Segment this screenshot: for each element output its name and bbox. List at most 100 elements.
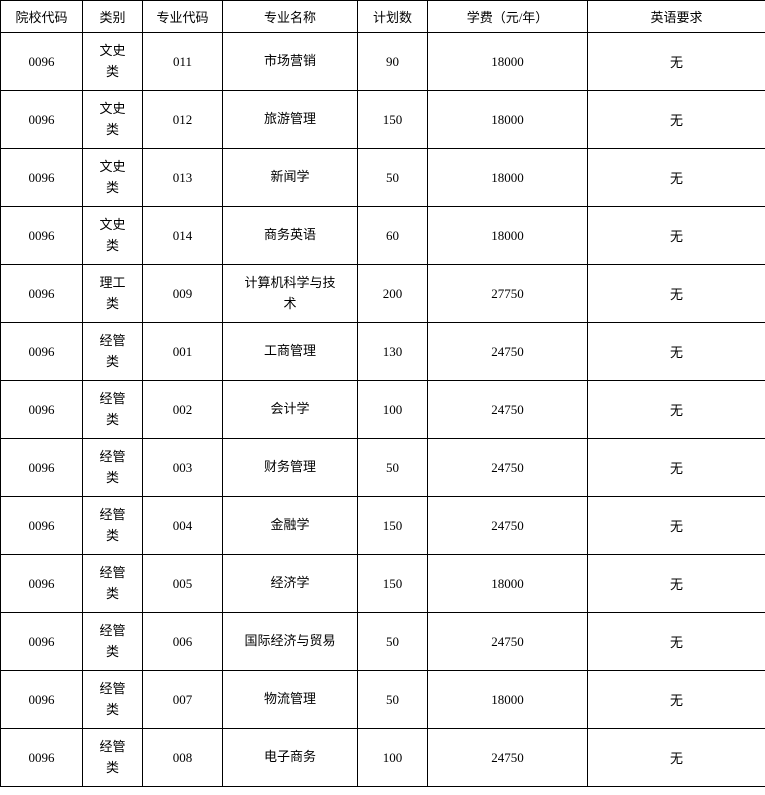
cell-major-code: 005 xyxy=(143,555,223,613)
cell-major-name: 旅游管理 xyxy=(223,91,358,149)
cell-major-code: 011 xyxy=(143,33,223,91)
cell-major-name: 工商管理 xyxy=(223,323,358,381)
col-header-english: 英语要求 xyxy=(588,1,765,33)
cell-english: 无 xyxy=(588,671,765,729)
cell-major-code: 002 xyxy=(143,381,223,439)
cell-category: 文史类 xyxy=(83,149,143,207)
cell-english: 无 xyxy=(588,497,765,555)
col-header-category: 类别 xyxy=(83,1,143,33)
cell-major-code: 013 xyxy=(143,149,223,207)
cell-major-name: 电子商务 xyxy=(223,729,358,787)
cell-major-name: 金融学 xyxy=(223,497,358,555)
cell-english: 无 xyxy=(588,323,765,381)
cell-english: 无 xyxy=(588,729,765,787)
cell-school-code: 0096 xyxy=(1,265,83,323)
cell-major-code: 014 xyxy=(143,207,223,265)
cell-school-code: 0096 xyxy=(1,613,83,671)
cell-major-name: 财务管理 xyxy=(223,439,358,497)
cell-tuition: 18000 xyxy=(428,671,588,729)
cell-school-code: 0096 xyxy=(1,729,83,787)
cell-school-code: 0096 xyxy=(1,323,83,381)
cell-tuition: 18000 xyxy=(428,33,588,91)
cell-school-code: 0096 xyxy=(1,439,83,497)
table-row: 0096文史类012旅游管理15018000无 xyxy=(1,91,765,149)
cell-plan: 100 xyxy=(358,729,428,787)
cell-school-code: 0096 xyxy=(1,91,83,149)
col-header-plan: 计划数 xyxy=(358,1,428,33)
cell-major-code: 008 xyxy=(143,729,223,787)
cell-category: 文史类 xyxy=(83,207,143,265)
col-header-tuition: 学费（元/年） xyxy=(428,1,588,33)
cell-category: 经管类 xyxy=(83,439,143,497)
admissions-table: 院校代码 类别 专业代码 专业名称 计划数 学费（元/年） 英语要求 0096文… xyxy=(0,0,765,787)
cell-plan: 50 xyxy=(358,149,428,207)
cell-english: 无 xyxy=(588,613,765,671)
table-row: 0096经管类001工商管理13024750无 xyxy=(1,323,765,381)
cell-english: 无 xyxy=(588,265,765,323)
table-row: 0096经管类002会计学10024750无 xyxy=(1,381,765,439)
cell-plan: 150 xyxy=(358,497,428,555)
cell-category: 经管类 xyxy=(83,671,143,729)
cell-tuition: 24750 xyxy=(428,613,588,671)
cell-major-name: 国际经济与贸易 xyxy=(223,613,358,671)
cell-tuition: 27750 xyxy=(428,265,588,323)
cell-major-code: 006 xyxy=(143,613,223,671)
table-row: 0096文史类011市场营销9018000无 xyxy=(1,33,765,91)
cell-major-name: 市场营销 xyxy=(223,33,358,91)
cell-major-code: 007 xyxy=(143,671,223,729)
cell-major-name: 新闻学 xyxy=(223,149,358,207)
table-row: 0096文史类014商务英语6018000无 xyxy=(1,207,765,265)
cell-plan: 50 xyxy=(358,613,428,671)
cell-english: 无 xyxy=(588,33,765,91)
cell-major-code: 004 xyxy=(143,497,223,555)
table-row: 0096文史类013新闻学5018000无 xyxy=(1,149,765,207)
cell-category: 文史类 xyxy=(83,33,143,91)
table-row: 0096经管类006国际经济与贸易5024750无 xyxy=(1,613,765,671)
col-header-major-code: 专业代码 xyxy=(143,1,223,33)
cell-plan: 50 xyxy=(358,439,428,497)
cell-tuition: 24750 xyxy=(428,439,588,497)
col-header-school-code: 院校代码 xyxy=(1,1,83,33)
cell-english: 无 xyxy=(588,149,765,207)
cell-tuition: 18000 xyxy=(428,149,588,207)
cell-major-code: 012 xyxy=(143,91,223,149)
cell-school-code: 0096 xyxy=(1,33,83,91)
cell-category: 经管类 xyxy=(83,613,143,671)
table-body: 0096文史类011市场营销9018000无0096文史类012旅游管理1501… xyxy=(1,33,765,787)
cell-plan: 60 xyxy=(358,207,428,265)
table-row: 0096经管类004金融学15024750无 xyxy=(1,497,765,555)
cell-plan: 90 xyxy=(358,33,428,91)
cell-major-name: 物流管理 xyxy=(223,671,358,729)
cell-plan: 100 xyxy=(358,381,428,439)
cell-tuition: 18000 xyxy=(428,91,588,149)
cell-school-code: 0096 xyxy=(1,381,83,439)
cell-school-code: 0096 xyxy=(1,671,83,729)
cell-major-code: 003 xyxy=(143,439,223,497)
cell-plan: 50 xyxy=(358,671,428,729)
cell-english: 无 xyxy=(588,91,765,149)
table-row: 0096经管类008电子商务10024750无 xyxy=(1,729,765,787)
cell-category: 经管类 xyxy=(83,555,143,613)
cell-major-name: 经济学 xyxy=(223,555,358,613)
cell-tuition: 24750 xyxy=(428,381,588,439)
table-row: 0096经管类007物流管理5018000无 xyxy=(1,671,765,729)
cell-school-code: 0096 xyxy=(1,207,83,265)
cell-school-code: 0096 xyxy=(1,497,83,555)
table-row: 0096经管类005经济学15018000无 xyxy=(1,555,765,613)
col-header-major-name: 专业名称 xyxy=(223,1,358,33)
cell-school-code: 0096 xyxy=(1,555,83,613)
cell-plan: 150 xyxy=(358,91,428,149)
cell-tuition: 24750 xyxy=(428,497,588,555)
table-row: 0096理工类009计算机科学与技术20027750无 xyxy=(1,265,765,323)
cell-major-code: 009 xyxy=(143,265,223,323)
cell-english: 无 xyxy=(588,381,765,439)
cell-major-name: 商务英语 xyxy=(223,207,358,265)
cell-english: 无 xyxy=(588,207,765,265)
cell-category: 经管类 xyxy=(83,729,143,787)
cell-plan: 150 xyxy=(358,555,428,613)
cell-plan: 130 xyxy=(358,323,428,381)
cell-category: 经管类 xyxy=(83,323,143,381)
cell-major-name: 计算机科学与技术 xyxy=(223,265,358,323)
cell-tuition: 24750 xyxy=(428,323,588,381)
cell-plan: 200 xyxy=(358,265,428,323)
